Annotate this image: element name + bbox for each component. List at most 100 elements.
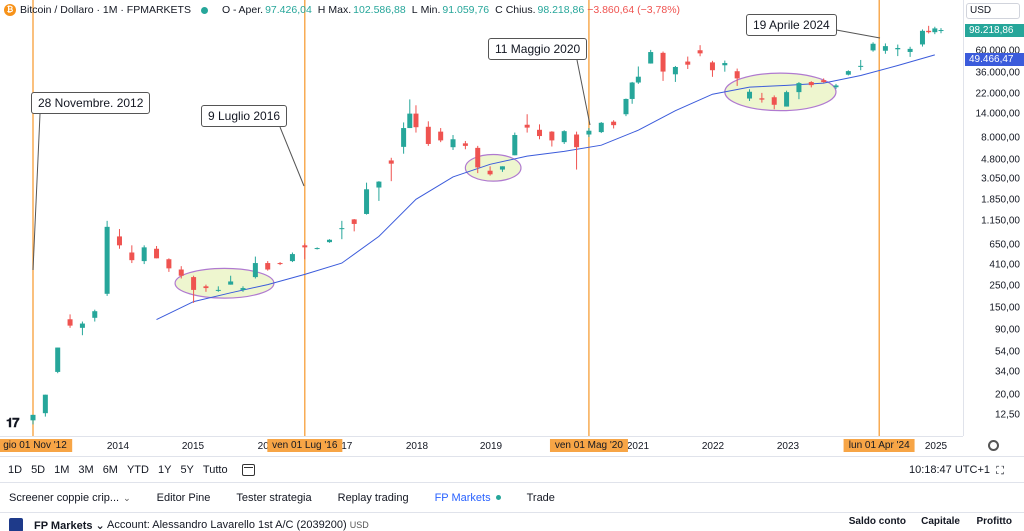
candle-body [228,281,234,285]
price-tick-label: 12,50 [994,409,1020,421]
candle-body [240,288,246,290]
calendar-icon[interactable] [241,463,255,476]
timeframe-1m[interactable]: 1M [54,463,70,476]
column-equity: Capitale [921,516,960,527]
candle-body [166,259,172,269]
price-scale[interactable]: 60.000,00 36.000,00 22.000,00 14.000,00 8.00… [963,0,1024,436]
callout-2016[interactable]: 9 Luglio 2016 [201,105,288,127]
time-tick-label: 201 [257,441,275,452]
candle-body [537,129,543,137]
candle-body [672,66,678,75]
legend-title[interactable]: Bitcoin / Dollaro · 1M · FPMARKETS [20,4,191,16]
candle-body [154,248,160,259]
candle-body [549,131,555,141]
time-marker-badge: gio 01 Nov '12 [0,439,72,452]
timeframe-all[interactable]: Tutto [202,463,228,476]
timeframe-1y[interactable]: 1Y [157,463,172,476]
timeframe-3m[interactable]: 3M [78,463,94,476]
broker-logo-icon [9,518,23,531]
callout-pointer-2 [279,126,305,187]
broker-selector[interactable]: FP Markets ⌄ [34,520,105,531]
tab-pine-editor[interactable]: Editor Pine [156,491,211,504]
candle-body [821,80,827,83]
account-selector[interactable]: Account: Alessandro Lavarello 1st A/C (2… [107,519,369,531]
tab-fp-markets[interactable]: FP Markets [422,492,514,504]
timeframe-6m[interactable]: 6M [102,463,118,476]
price-tick-label: 1.850,00 [981,194,1020,206]
candle-body [339,228,345,230]
candle-body [178,269,184,276]
candle-body [932,28,938,33]
candle-body [450,139,456,148]
candle-body [858,65,864,67]
tab-trade[interactable]: Trade [526,491,555,504]
candle-body [784,92,790,107]
candle-body [413,113,419,128]
time-tick-label: 2023 [776,441,800,452]
timeframe-ytd[interactable]: YTD [126,463,149,476]
candle-body [561,131,567,143]
tradingview-logo[interactable]: 𝟏𝟕 [6,415,20,430]
candle-body [351,219,357,224]
candle-body [42,394,48,414]
candle-body [882,46,888,51]
legend-low-value: 91.059,76 [442,4,490,16]
price-tick-label: 60.000,00 [975,45,1021,57]
ma-line [156,54,935,321]
time-tick-label: 2019 [479,441,503,452]
candle-body [475,147,481,168]
candle-body [55,347,61,372]
legend-open-value: 97.426,04 [265,4,312,16]
tab-screener-label: Screener coppie crip... [9,491,120,504]
price-tick-label: 150,00 [989,302,1020,314]
time-marker-badge: ven 01 Mag '20 [549,439,628,452]
chevron-down-icon: ⌄ [123,492,131,503]
legend-close-key: C [495,4,503,16]
candle-body [586,130,592,135]
callout-2012[interactable]: 28 Novembre. 2012 [31,92,151,114]
chart-legend: ₿ Bitcoin / Dollaro · 1M · FPMARKETS O -… [4,2,680,18]
legend-high-key: H [317,4,326,16]
time-axis[interactable]: 2014 2015 201 017 2018 2019 2021 2022 2023 2025 gi… [0,436,963,456]
tab-strategy-tester[interactable]: Tester strategia [236,491,312,504]
callout-pointer-1 [32,113,41,271]
price-tick-label: 34,00 [994,366,1020,378]
candle-body [635,76,641,83]
clock-timezone[interactable]: 10:18:47 UTC+1 [908,464,990,476]
candle-body [648,52,654,64]
timeframe-1d[interactable]: 1D [8,463,23,476]
callout-2020[interactable]: 11 Maggio 2020 [488,38,588,60]
candle-body [598,122,604,133]
current-price-badge: 98.218,86 [965,24,1024,38]
timeframe-5y[interactable]: 5Y [180,463,194,476]
candle-body [277,263,283,265]
callout-2024[interactable]: 19 Aprile 2024 [746,14,837,36]
price-tick-label: 650,00 [989,239,1020,251]
price-tick-label: 20,00 [994,389,1020,401]
currency-selector[interactable]: USD [966,3,1020,19]
timeframe-5d[interactable]: 5D [31,463,46,476]
time-marker-badge: ven 01 Lug '16 [267,439,343,452]
ma-value-badge: 49.466,47 [965,53,1024,67]
tab-screener[interactable]: Screener coppie crip... ⌄ [0,492,144,504]
candle-body [462,143,468,146]
tab-fp-markets-label: FP Markets [434,491,491,504]
price-tick-label: 36.000,00 [975,67,1021,79]
candle-body [895,48,901,50]
candle-body [326,239,332,243]
expand-icon[interactable]: ⛶ [996,465,1004,477]
time-tick-label: 2014 [106,441,130,452]
candle-body [907,48,913,52]
candle-body [116,236,122,246]
settings-gear-icon[interactable] [988,440,999,451]
callout-pointer-3 [576,59,591,126]
chart-area[interactable]: ₿ Bitcoin / Dollaro · 1M · FPMARKETS O -… [0,0,963,436]
candle-body [512,135,518,156]
price-tick-label: 3.050,00 [981,173,1020,185]
price-tick-label: 54,00 [994,346,1020,358]
highlight-zone-1 [174,267,275,299]
candle-body [252,263,258,278]
candle-body [141,247,147,262]
price-chart[interactable] [0,0,963,436]
tab-replay-trading[interactable]: Replay trading [337,491,409,504]
